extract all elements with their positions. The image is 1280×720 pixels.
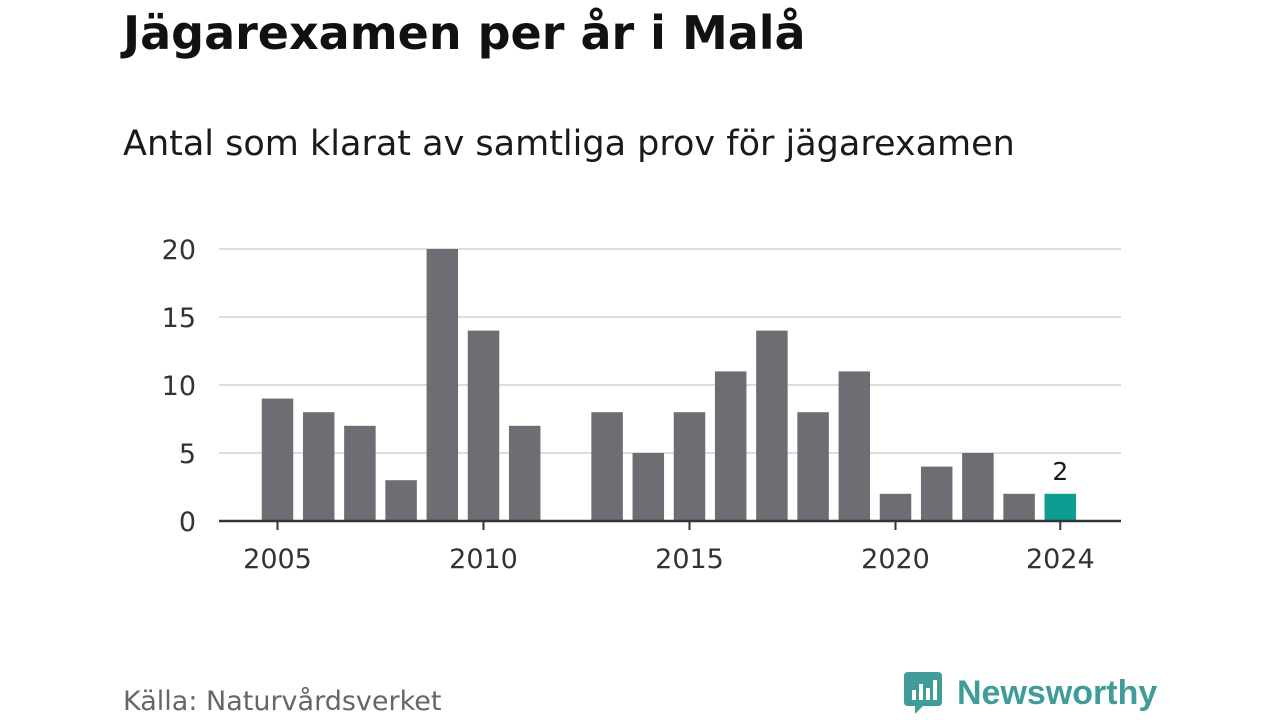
bar — [261, 398, 294, 521]
bar — [508, 425, 541, 521]
bar-highlight — [1044, 493, 1077, 521]
bar — [756, 330, 788, 521]
brand-name: Newsworthy — [957, 673, 1158, 712]
y-tick-label: 10 — [162, 371, 196, 402]
data-label: 2 — [1052, 457, 1068, 486]
bar — [302, 412, 335, 521]
bar — [962, 453, 994, 521]
bar — [673, 412, 706, 521]
x-tick-label: 2024 — [1026, 544, 1095, 575]
y-tick-label: 15 — [162, 303, 196, 334]
bar — [797, 412, 829, 521]
y-tick-label: 5 — [179, 439, 196, 470]
bar — [838, 371, 871, 521]
x-tick-label: 2005 — [243, 544, 312, 575]
bar — [632, 453, 665, 521]
bar — [714, 371, 747, 521]
y-tick-label: 20 — [162, 235, 196, 266]
x-tick-label: 2010 — [449, 544, 518, 575]
x-tick-label: 2015 — [655, 544, 724, 575]
newsworthy-logo: Newsworthy — [903, 671, 1157, 715]
bar — [467, 330, 500, 521]
bar — [920, 466, 953, 521]
chart-subtitle: Antal som klarat av samtliga prov för jä… — [123, 124, 1015, 164]
y-tick-label: 0 — [179, 507, 196, 538]
source-note: Källa: Naturvårdsverket — [123, 686, 442, 717]
bar — [591, 412, 623, 521]
bar — [879, 493, 912, 521]
bar-chart-icon — [904, 672, 942, 714]
bar — [385, 480, 417, 521]
chart-title: Jägarexamen per år i Malå — [123, 6, 806, 60]
x-tick-label: 2020 — [861, 544, 930, 575]
bar — [344, 425, 376, 521]
bar — [1003, 493, 1035, 521]
bar — [426, 249, 459, 521]
